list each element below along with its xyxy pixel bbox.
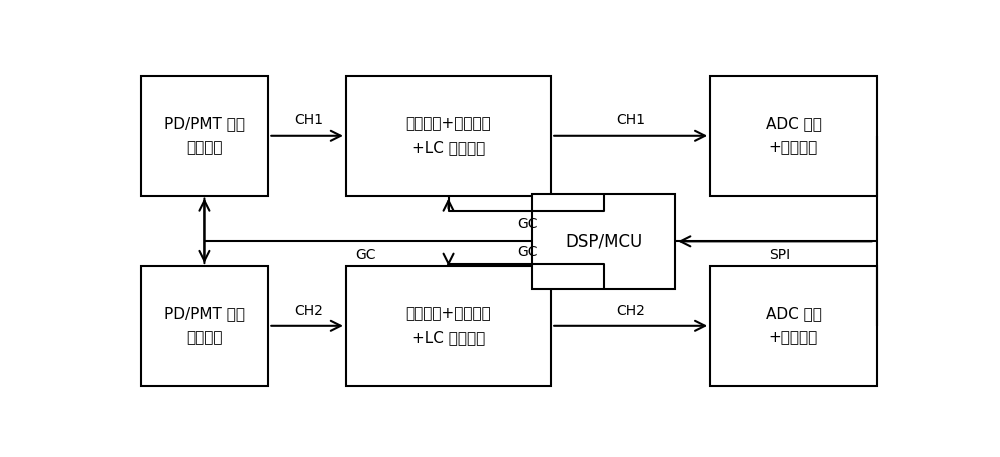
Bar <box>140 266 268 386</box>
Text: CH1: CH1 <box>294 113 323 127</box>
Text: +滤波电路: +滤波电路 <box>769 330 818 345</box>
Text: SPI: SPI <box>769 248 790 262</box>
Text: CH2: CH2 <box>294 304 323 318</box>
Text: CH2: CH2 <box>616 304 645 318</box>
Text: 信号放大+增益控制: 信号放大+增益控制 <box>406 116 491 131</box>
Bar <box>346 266 551 386</box>
Text: 转换电路: 转换电路 <box>186 330 223 345</box>
Bar <box>710 266 877 386</box>
Text: ADC 采样: ADC 采样 <box>766 116 821 131</box>
Text: DSP/MCU: DSP/MCU <box>565 232 642 250</box>
Text: PD/PMT 光电: PD/PMT 光电 <box>164 116 245 131</box>
Text: ADC 采样: ADC 采样 <box>766 306 821 321</box>
Bar <box>532 194 675 289</box>
Bar <box>346 76 551 196</box>
Text: 信号放大+增益控制: 信号放大+增益控制 <box>406 306 491 321</box>
Bar <box>140 76 268 196</box>
Text: GC: GC <box>518 245 538 259</box>
Text: +LC 滤波电路: +LC 滤波电路 <box>412 330 485 345</box>
Text: GC: GC <box>355 248 376 262</box>
Text: +滤波电路: +滤波电路 <box>769 141 818 155</box>
Text: GC: GC <box>518 217 538 231</box>
Text: CH1: CH1 <box>616 113 645 127</box>
Bar <box>710 76 877 196</box>
Text: 转换电路: 转换电路 <box>186 141 223 155</box>
Text: PD/PMT 光电: PD/PMT 光电 <box>164 306 245 321</box>
Text: +LC 滤波电路: +LC 滤波电路 <box>412 141 485 155</box>
